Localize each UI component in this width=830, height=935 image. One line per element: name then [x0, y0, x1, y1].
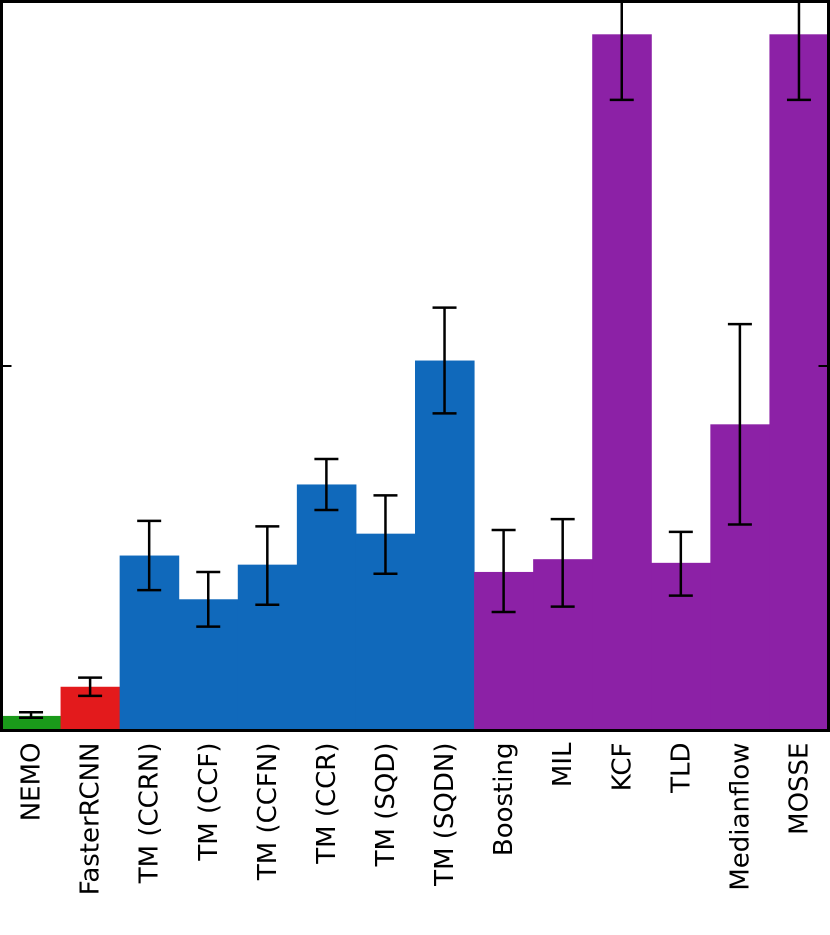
error-bar	[137, 519, 162, 592]
error-bar	[550, 517, 575, 608]
x-tick-label: TM (CCRN)	[135, 743, 165, 885]
error-bar	[196, 570, 221, 628]
bar	[1, 715, 62, 731]
error-bar	[668, 530, 693, 597]
bar	[296, 484, 357, 731]
bar	[415, 360, 475, 731]
x-tick-label: Medianflow	[725, 743, 755, 891]
error-bar	[19, 711, 44, 719]
x-tick-label: TM (CCFN)	[253, 743, 283, 882]
x-tick-label: MIL	[548, 742, 578, 787]
x-tick-label: TM (CCF)	[194, 743, 224, 862]
x-tick-label: NEMO	[17, 743, 47, 822]
x-tick-label: FasterRCNN	[76, 743, 106, 896]
x-tick-label: TM (SQDN)	[430, 743, 460, 887]
error-bar	[373, 494, 398, 576]
x-tick-label: TLD	[666, 743, 696, 794]
x-tick-label: TM (CCR)	[312, 743, 342, 865]
error-bar	[255, 525, 280, 606]
bar	[592, 34, 652, 731]
bar	[769, 34, 829, 731]
x-tick-labels-group: NEMO FasterRCNN TM (CCRN) TM (CCF) TM (CCFN)…	[17, 742, 815, 895]
x-tick-label: MOSSE	[784, 743, 814, 835]
error-bar	[78, 676, 103, 698]
bars-group	[1, 34, 829, 731]
x-tick-label: KCF	[607, 743, 637, 792]
error-bar	[432, 306, 457, 415]
x-tick-label: TM (SQD)	[371, 743, 401, 868]
error-bar	[314, 457, 339, 512]
error-bar	[491, 528, 516, 614]
x-tick-label: Boosting	[489, 743, 519, 857]
error-bar	[727, 322, 752, 526]
